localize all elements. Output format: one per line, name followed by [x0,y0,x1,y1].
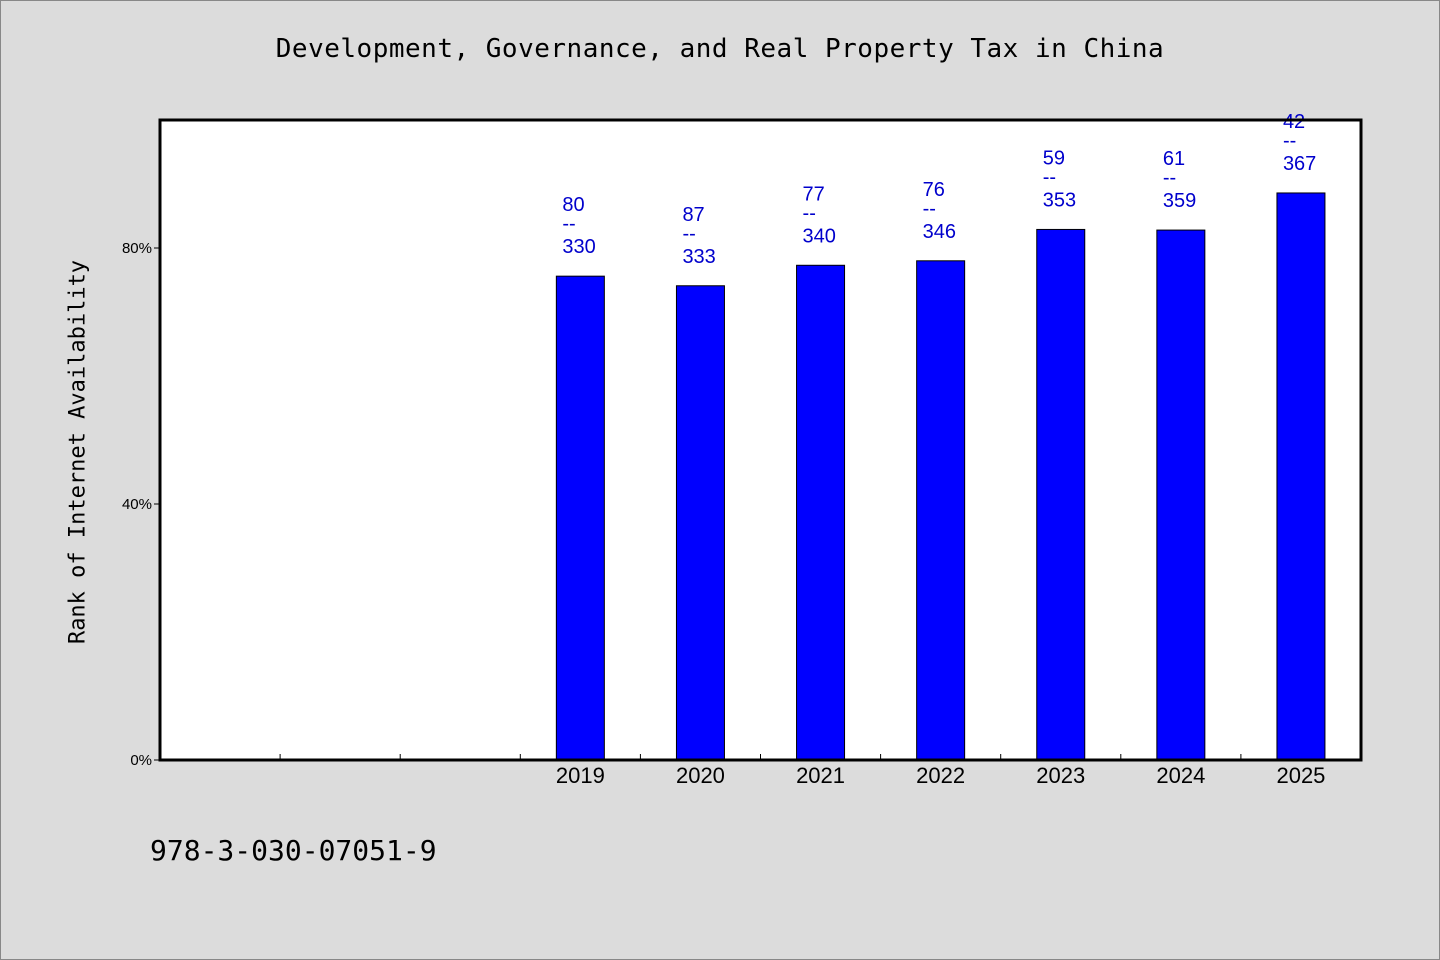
bar-label-bottom-2024: 359 [1163,190,1196,212]
bar-labels-group: 80--33087--33377--34076--34659--35361--3… [562,111,1316,268]
bar-label-top-2022: 76 [923,179,945,201]
bar-2020 [675,285,725,761]
bar-label-bottom-2020: 333 [682,246,715,268]
chart-title: Development, Governance, and Real Proper… [275,34,1165,64]
x-tick-label-2023: 2023 [1036,763,1085,788]
bar-label-separator-2023: -- [1043,166,1056,188]
x-tick-label-2022: 2022 [916,763,965,788]
bar-label-separator-2022: -- [923,198,936,220]
bar-label-top-2019: 80 [562,194,584,216]
bar-2024 [1156,229,1206,761]
bar-2022 [916,260,966,761]
bar-2025 [1276,192,1326,761]
bar-label-bottom-2025: 367 [1283,153,1316,175]
bar-label-top-2023: 59 [1043,147,1065,169]
bar-label-separator-2020: -- [682,223,695,245]
bar-label-separator-2021: -- [803,202,816,224]
bar-label-bottom-2019: 330 [562,236,595,258]
bar-label-separator-2025: -- [1283,130,1296,152]
bar-label-top-2020: 87 [682,204,704,226]
x-tick-label-2019: 2019 [556,763,605,788]
bar-label-bottom-2021: 340 [803,225,836,247]
bar-2019 [555,275,605,761]
bar-label-bottom-2022: 346 [923,221,956,243]
y-tick-label-80: 80% [122,240,152,257]
x-tick-label-2021: 2021 [796,763,845,788]
y-tick-label-0: 0% [130,752,152,769]
y-tick-label-40: 40% [122,496,152,513]
bar-label-bottom-2023: 353 [1043,189,1076,211]
bar-label-separator-2019: -- [562,213,575,235]
isbn-text: 978-3-030-07051-9 [150,834,437,867]
bar-2023 [1036,228,1086,761]
bar-2021 [796,264,846,761]
x-tick-label-2024: 2024 [1156,763,1205,788]
bar-label-top-2021: 77 [803,183,825,205]
axes-group: 2019 2020 2021 2022 2023 2024 2025 0% 40% 80% [122,118,1363,788]
bar-label-top-2024: 61 [1163,148,1185,170]
x-tick-label-2025: 2025 [1276,763,1325,788]
bar-label-top-2025: 42 [1283,111,1305,133]
bar-label-separator-2024: -- [1163,167,1176,189]
bars-group [160,120,1361,761]
x-tick-label-2020: 2020 [676,763,725,788]
plot-border [158,118,1363,762]
